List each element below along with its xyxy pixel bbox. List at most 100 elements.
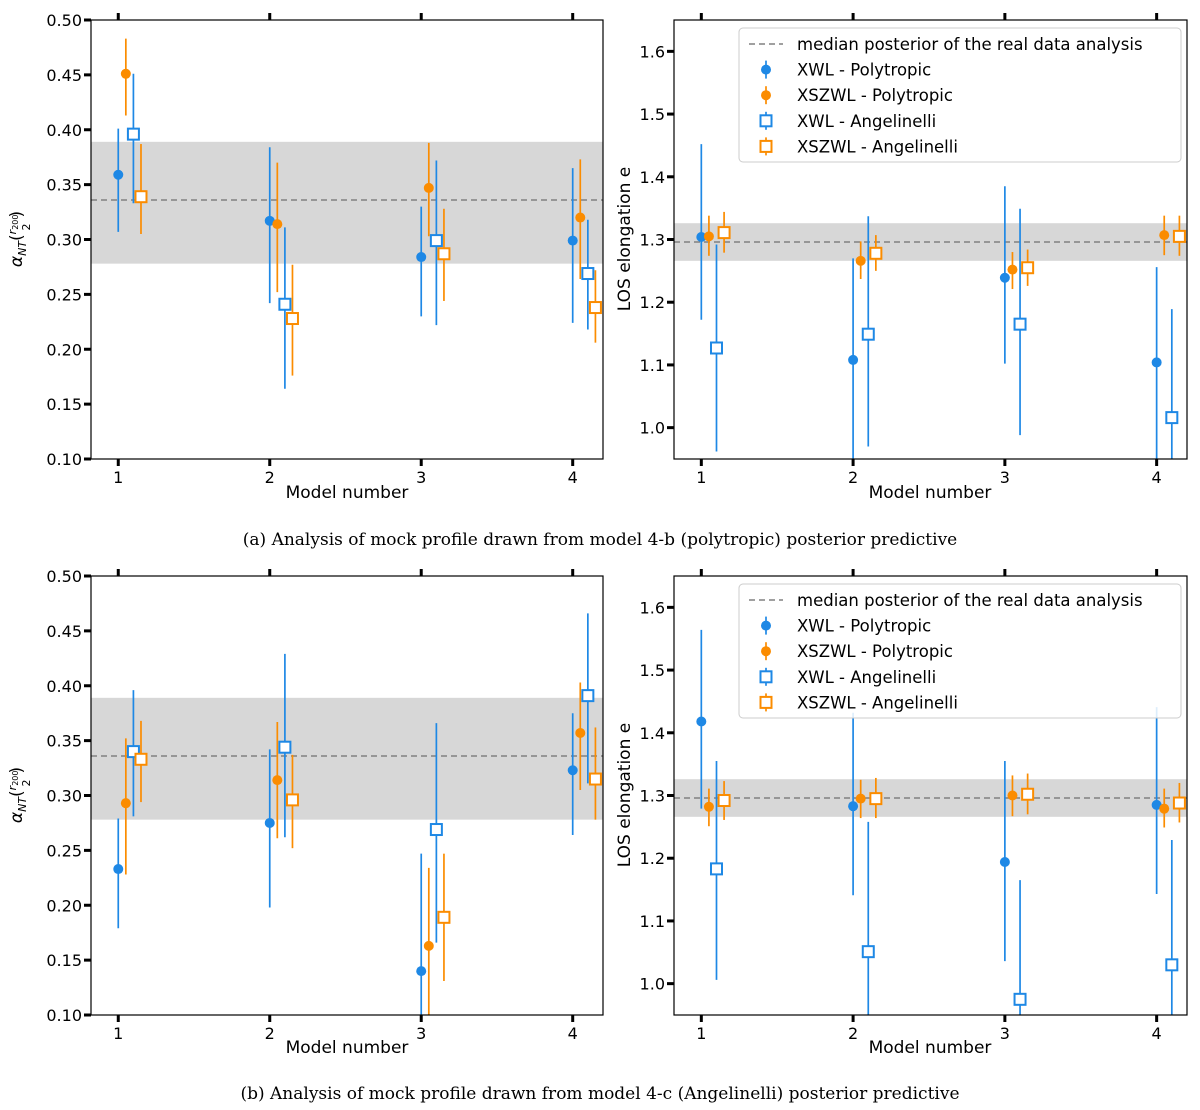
legend-label: median posterior of the real data analys…: [797, 35, 1143, 54]
panel-a: 0.10 0.15 0.20 0.25 0.30 0.35 0.40 0.45 0.50 1 2 3 4…: [6, 11, 1188, 550]
plot-border: [673, 575, 1188, 1016]
caption: (a) Analysis of mock profile drawn from …: [243, 530, 957, 550]
data-point-square: [429, 823, 443, 837]
data-point-circle: [999, 272, 1010, 283]
x-tick-label: 3: [416, 1024, 426, 1043]
y-tick-label: 1.0: [640, 419, 665, 438]
data-point-circle: [1151, 357, 1162, 368]
plot-border: [90, 19, 604, 460]
data-point-square: [861, 327, 875, 341]
x-tick-label: 4: [1152, 1024, 1162, 1043]
legend-label: XWL - Polytropic: [797, 61, 931, 80]
caption: (b) Analysis of mock profile drawn from …: [240, 1084, 959, 1104]
y-tick-label: 0.25: [46, 285, 82, 304]
data-point-square: [437, 247, 451, 261]
data-point-square: [134, 190, 148, 204]
data-point-circle: [423, 182, 434, 193]
y-tick-label: 0.20: [46, 896, 82, 915]
legend-label: XSZWL - Polytropic: [797, 642, 953, 661]
data-point-circle: [575, 212, 586, 223]
y-tick-label: 1.5: [640, 661, 665, 680]
x-tick-label: 4: [568, 468, 578, 487]
y-tick-label: 1.4: [640, 724, 665, 743]
y-axis-label: LOS elongation e: [615, 723, 635, 867]
data-point-square: [285, 312, 299, 326]
legend-swatch-circle: [761, 90, 771, 101]
data-point-square: [126, 745, 140, 759]
y-axis-label: αNT(r2002): [6, 211, 33, 267]
legend-label: XSZWL - Angelinelli: [797, 693, 958, 712]
data-point-circle: [703, 801, 714, 812]
x-tick-label: 1: [696, 468, 706, 487]
data-point-square: [1172, 229, 1186, 243]
y-tick-label: 0.30: [46, 231, 82, 250]
legend-label: XSZWL - Angelinelli: [797, 137, 958, 156]
data-point-circle: [120, 68, 131, 79]
data-point-circle: [1007, 790, 1018, 801]
legend-label: XWL - Angelinelli: [797, 112, 936, 131]
data-point-square: [1172, 796, 1186, 810]
uncertainty-band: [674, 779, 1187, 817]
panel-b: 0.10 0.15 0.20 0.25 0.30 0.35 0.40 0.45 0.50 1 2 3 4…: [6, 567, 1188, 1104]
y-tick-label: 0.25: [46, 841, 82, 860]
data-point-square: [1013, 992, 1027, 1006]
data-point-square: [861, 945, 875, 959]
uncertainty-band: [674, 223, 1187, 261]
uncertainty-band: [91, 141, 603, 264]
x-tick-label: 4: [1152, 468, 1162, 487]
y-tick-label: 0.45: [46, 622, 82, 641]
data-point-square: [1021, 261, 1035, 275]
y-tick-label: 1.5: [640, 105, 665, 124]
data-point-circle: [848, 801, 859, 812]
data-point-square: [437, 910, 451, 924]
legend-label: median posterior of the real data analys…: [797, 591, 1143, 610]
data-point-circle: [272, 775, 283, 786]
data-point-square: [717, 226, 731, 240]
data-point-square: [581, 267, 595, 281]
data-point-square: [126, 127, 140, 141]
data-point-square: [278, 297, 292, 311]
y-axis-label: LOS elongation e: [615, 167, 635, 311]
data-point-square: [588, 772, 602, 786]
data-point-circle: [264, 817, 275, 828]
legend: median posterior of the real data analys…: [738, 583, 1182, 719]
data-point-circle: [113, 864, 124, 875]
legend-label: XWL - Polytropic: [797, 617, 931, 636]
data-point-circle: [1159, 230, 1170, 241]
y-tick-label: 1.6: [640, 42, 665, 61]
data-point-circle: [416, 252, 427, 263]
y-tick-label: 0.30: [46, 787, 82, 806]
x-tick-label: 2: [848, 1024, 858, 1043]
data-point-circle: [575, 727, 586, 738]
data-point-square: [134, 752, 148, 766]
x-tick-label: 1: [113, 1024, 123, 1043]
data-point-square: [429, 234, 443, 248]
y-tick-label: 0.10: [46, 1006, 82, 1025]
legend-swatch-circle: [761, 64, 771, 75]
x-tick-label: 1: [696, 1024, 706, 1043]
data-point-square: [717, 794, 731, 808]
legend-box: [738, 27, 1182, 163]
x-tick-label: 2: [848, 468, 858, 487]
y-tick-label: 1.1: [640, 912, 665, 931]
data-point-circle: [1151, 799, 1162, 810]
data-point-square: [1021, 787, 1035, 801]
data-point-circle: [1159, 803, 1170, 814]
y-tick-label: 0.20: [46, 340, 82, 359]
plot-a-elong: 1.0 1.1 1.2 1.3 1.4 1.5 1.6 1 2 3 4 Model number L…: [615, 13, 1188, 503]
plot-a-alpha: 0.10 0.15 0.20 0.25 0.30 0.35 0.40 0.45 0.50 1 2 3 4…: [6, 11, 604, 503]
data-point-circle: [567, 765, 578, 776]
y-axis-label: αNT(r2002): [6, 767, 33, 823]
y-tick-label: 0.10: [46, 450, 82, 469]
data-point-square: [709, 341, 723, 355]
legend-swatch-circle: [761, 620, 771, 631]
x-axis-label: Model number: [869, 1038, 992, 1058]
x-tick-label: 4: [568, 1024, 578, 1043]
legend-swatch-circle: [761, 646, 771, 657]
data-point-square: [1165, 958, 1179, 972]
data-point-square: [869, 792, 883, 806]
x-tick-label: 2: [265, 1024, 275, 1043]
y-tick-label: 1.3: [640, 787, 665, 806]
data-point-circle: [696, 231, 707, 242]
data-point-circle: [264, 215, 275, 226]
